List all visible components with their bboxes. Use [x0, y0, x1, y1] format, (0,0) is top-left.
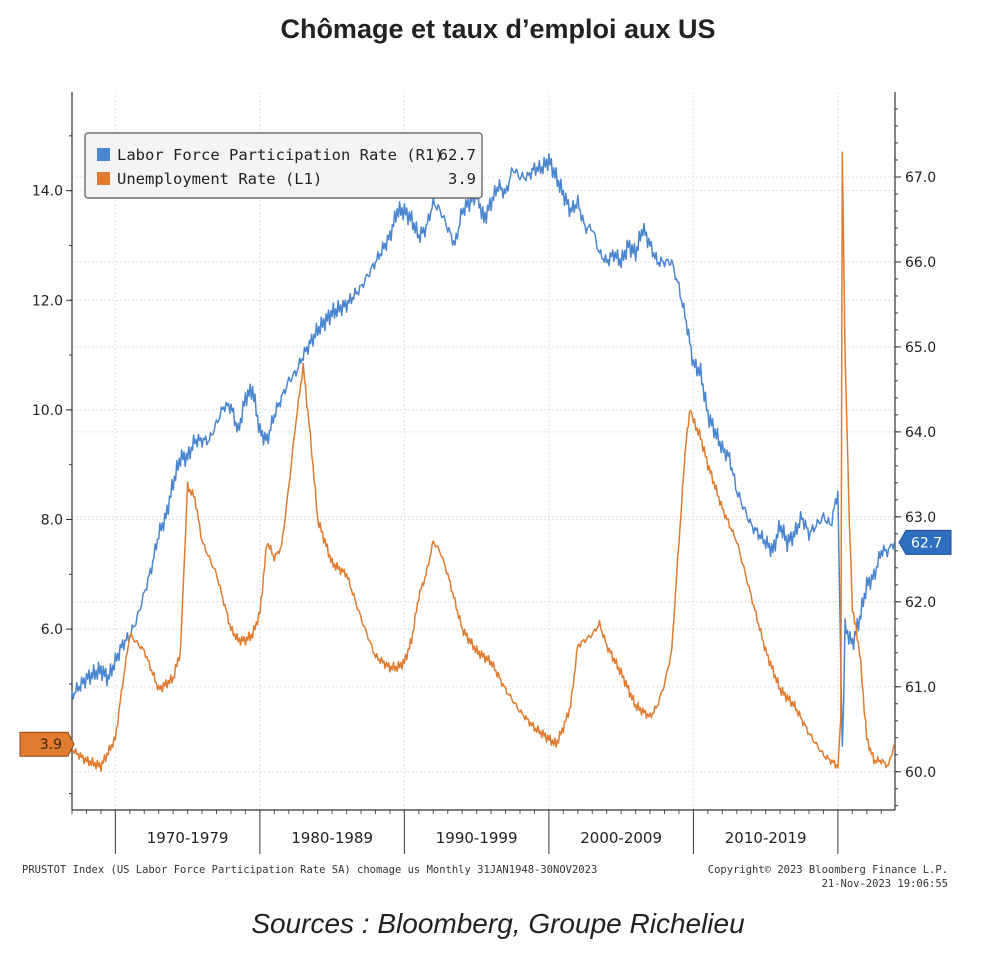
footer-timestamp: 21-Nov-2023 19:06:55	[822, 878, 948, 890]
right-tick-label: 61.0	[905, 680, 936, 696]
right-tick-label: 62.0	[905, 595, 936, 611]
legend-swatch-unemployment	[97, 172, 110, 185]
footer-index-description: PRUSTOT Index (US Labor Force Participat…	[22, 864, 597, 876]
source-caption: Sources : Bloomberg, Groupe Richelieu	[251, 908, 745, 939]
axes: 6.0 8.0 10.0 12.0 14.0 60.0 61.0 62.0 63.0 64.0 65…	[32, 92, 936, 854]
grid	[72, 92, 895, 810]
line-chart: 6.0 8.0 10.0 12.0 14.0 60.0 61.0 62.0 63.0 64.0 65…	[19, 92, 952, 890]
decade-label-2: 1990-1999	[436, 829, 518, 847]
page-title: Chômage et taux d’emploi aux US	[280, 14, 716, 44]
plot-area	[72, 92, 895, 810]
right-tick-label: 63.0	[905, 510, 936, 526]
left-tick-label: 12.0	[32, 293, 63, 309]
decade-label-1: 1980-1989	[291, 829, 373, 847]
legend-swatch-participation	[97, 148, 110, 161]
right-tick-label: 67.0	[905, 170, 936, 186]
legend-label-participation: Labor Force Participation Rate (R1)	[117, 146, 444, 164]
right-tick-label: 64.0	[905, 425, 936, 441]
legend: Labor Force Participation Rate (R1) 62.7…	[84, 132, 483, 199]
chart-frame: 6.0 8.0 10.0 12.0 14.0 60.0 61.0 62.0 63.0 64.0 65…	[18, 70, 978, 900]
legend-value-participation: 62.7	[439, 146, 476, 164]
left-tick-label: 10.0	[32, 403, 63, 419]
last-value-tags: 3.9 62.7	[19, 529, 952, 757]
left-tick-label: 14.0	[32, 184, 63, 200]
series-layer	[71, 151, 896, 773]
left-tick-label: 8.0	[41, 513, 63, 529]
right-tick-label: 65.0	[905, 340, 936, 356]
last-value-tag-text: 3.9	[40, 737, 62, 753]
right-tick-label: 66.0	[905, 255, 936, 271]
decade-label-4: 2010-2019	[725, 829, 807, 847]
legend-value-unemployment: 3.9	[448, 170, 476, 188]
legend-label-unemployment: Unemployment Rate (L1)	[117, 170, 322, 188]
footer-copyright: Copyright© 2023 Bloomberg Finance L.P.	[708, 864, 948, 876]
right-tick-label: 60.0	[905, 765, 936, 781]
left-tick-label: 6.0	[41, 622, 63, 638]
last-value-tag-participation	[898, 529, 952, 555]
series-line-participation	[71, 153, 896, 747]
decade-label-3: 2000-2009	[580, 829, 662, 847]
legend-box	[84, 132, 483, 199]
last-value-tag-unemployment	[19, 731, 75, 757]
series-line-unemployment	[71, 151, 896, 773]
last-value-tag-text: 62.7	[911, 535, 942, 551]
decade-label-0: 1970-1979	[147, 829, 229, 847]
